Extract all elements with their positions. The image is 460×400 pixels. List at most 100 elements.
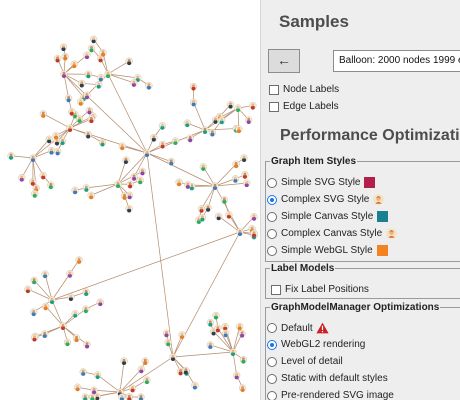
graph-node[interactable] <box>78 80 85 87</box>
graph-node[interactable] <box>84 52 91 59</box>
graph-node[interactable] <box>30 155 37 162</box>
style-option-simple-svg[interactable]: Simple SVG Style <box>267 177 375 188</box>
graph-node[interactable] <box>25 286 32 293</box>
node-labels-option[interactable]: Node Labels <box>269 84 339 95</box>
style-option-simple-webgl[interactable]: Simple WebGL Style <box>267 245 388 256</box>
graph-node[interactable] <box>48 147 55 154</box>
graph-node[interactable] <box>121 358 128 365</box>
graph-node[interactable] <box>190 99 197 106</box>
webgl2-radio[interactable] <box>267 340 277 350</box>
graph-node[interactable] <box>71 61 78 68</box>
graph-node[interactable] <box>239 330 246 337</box>
graph-node[interactable] <box>215 213 222 220</box>
edge-labels-option[interactable]: Edge Labels <box>269 101 339 112</box>
graph-node[interactable] <box>144 377 151 384</box>
graph-node[interactable] <box>119 394 126 400</box>
graph-node[interactable] <box>142 358 149 365</box>
graph-node[interactable] <box>205 204 212 211</box>
gmm-option-static[interactable]: Static with default styles <box>267 373 388 384</box>
graph-node[interactable] <box>242 171 249 178</box>
graph-node[interactable] <box>18 174 25 181</box>
graph-node[interactable] <box>82 394 89 400</box>
graph-canvas[interactable] <box>0 0 260 400</box>
graph-node[interactable] <box>85 131 92 138</box>
graph-node[interactable] <box>126 58 133 65</box>
fix-label-positions-option[interactable]: Fix Label Positions <box>271 284 369 295</box>
graph-node[interactable] <box>68 294 75 301</box>
graph-node[interactable] <box>184 120 191 127</box>
graph-node[interactable] <box>72 187 79 194</box>
graph-node[interactable] <box>190 83 197 90</box>
graph-node[interactable] <box>119 143 126 150</box>
simple-svg-radio[interactable] <box>267 178 277 188</box>
graph-node[interactable] <box>115 181 122 188</box>
graph-node[interactable] <box>42 271 49 278</box>
graph-node[interactable] <box>88 116 95 123</box>
graph-node[interactable] <box>187 135 194 142</box>
graph-node[interactable] <box>137 177 144 184</box>
simple-canvas-radio[interactable] <box>267 212 277 222</box>
graph-node[interactable] <box>60 323 67 330</box>
graph-node[interactable] <box>207 319 214 326</box>
graph-node[interactable] <box>65 95 72 102</box>
graph-node[interactable] <box>54 55 61 62</box>
graph-node[interactable] <box>99 139 106 146</box>
graph-node[interactable] <box>131 79 138 86</box>
graph-node[interactable] <box>168 158 175 165</box>
back-button[interactable]: ← <box>268 49 300 73</box>
graph-node[interactable] <box>73 335 80 342</box>
graph-node[interactable] <box>232 175 239 182</box>
graph-node[interactable] <box>97 74 104 81</box>
graph-node[interactable] <box>237 229 244 236</box>
sample-select[interactable]: Balloon: 2000 nodes 1999 edges <box>333 50 460 72</box>
graph-node[interactable] <box>60 44 67 51</box>
graph-node[interactable] <box>123 157 130 164</box>
graph-node[interactable] <box>80 368 87 375</box>
graph-node[interactable] <box>230 349 237 356</box>
graph-node[interactable] <box>222 323 229 330</box>
graph-node[interactable] <box>126 205 133 212</box>
graph-node[interactable] <box>138 394 145 400</box>
graph-node[interactable] <box>82 306 89 313</box>
prerendered-radio[interactable] <box>267 391 277 400</box>
graph-node[interactable] <box>139 168 146 175</box>
graph-node[interactable] <box>54 148 61 155</box>
node-labels-checkbox[interactable] <box>269 85 279 95</box>
graph-node[interactable] <box>127 181 134 188</box>
graph-node[interactable] <box>40 110 47 117</box>
graph-node[interactable] <box>129 385 136 392</box>
graph-node[interactable] <box>198 205 205 212</box>
graph-node[interactable] <box>233 372 240 379</box>
graph-node[interactable] <box>95 81 102 88</box>
graph-node[interactable] <box>221 196 228 203</box>
graph-node[interactable] <box>207 342 214 349</box>
graph-node[interactable] <box>47 182 54 189</box>
graph-node[interactable] <box>88 192 95 199</box>
graph-node[interactable] <box>74 384 81 391</box>
graph-node[interactable] <box>41 331 48 338</box>
graph-node[interactable] <box>213 312 220 319</box>
graph-node[interactable] <box>83 289 90 296</box>
complex-svg-radio[interactable] <box>267 195 277 205</box>
graph-node[interactable] <box>89 394 96 400</box>
graph-node[interactable] <box>245 117 252 124</box>
graph-node[interactable] <box>77 98 84 105</box>
gmm-option-prerendered[interactable]: Pre-rendered SVG image <box>267 390 394 400</box>
graph-node[interactable] <box>49 297 56 304</box>
graph-node[interactable] <box>30 309 37 316</box>
graph-node[interactable] <box>64 339 71 346</box>
graph-node[interactable] <box>163 330 170 337</box>
graph-node[interactable] <box>131 173 138 180</box>
graph-node[interactable] <box>209 129 216 136</box>
graph-node[interactable] <box>145 82 152 89</box>
graph-node[interactable] <box>31 190 38 197</box>
graph-node[interactable] <box>240 356 247 363</box>
graph-node[interactable] <box>243 180 250 187</box>
graph-node[interactable] <box>179 332 186 339</box>
default-radio[interactable] <box>267 323 277 333</box>
gmm-option-webgl2[interactable]: WebGL2 rendering <box>267 339 365 350</box>
graph-node[interactable] <box>200 163 207 170</box>
graph-node[interactable] <box>241 155 248 162</box>
graph-node[interactable] <box>76 256 83 263</box>
gmm-option-default[interactable]: Default <box>267 322 329 334</box>
